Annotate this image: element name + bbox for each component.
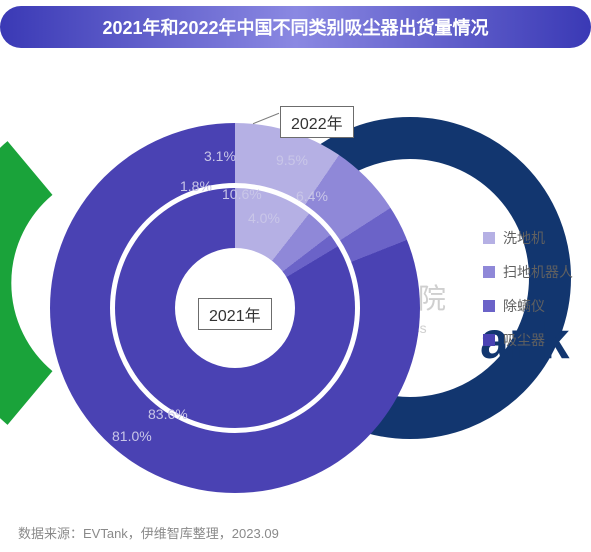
percent-label: 9.5% <box>276 152 308 168</box>
percent-label: 1.8% <box>180 178 212 194</box>
percent-label: 81.0% <box>112 428 152 444</box>
year-tag: 2021年 <box>198 298 272 330</box>
legend-item: 除螨仪 <box>483 296 573 316</box>
percent-label: 83.6% <box>148 406 188 422</box>
percent-label: 4.0% <box>248 210 280 226</box>
leader-line <box>253 113 279 124</box>
chart-title: 2021年和2022年中国不同类别吸尘器出货量情况 <box>102 14 488 40</box>
legend-item: 吸尘器 <box>483 330 573 350</box>
legend-swatch <box>483 266 495 278</box>
year-tag: 2022年 <box>280 106 354 138</box>
chart-title-bar: 2021年和2022年中国不同类别吸尘器出货量情况 <box>0 6 591 48</box>
percent-label: 6.4% <box>296 188 328 204</box>
legend-item: 洗地机 <box>483 228 573 248</box>
chart-area: 伊维经济研究院 YiWei Institute of Economics ank… <box>0 48 591 488</box>
source-text: 数据来源：EVTank，伊维智库整理，2023.09 <box>18 523 279 542</box>
legend-swatch <box>483 334 495 346</box>
percent-label: 10.6% <box>222 186 262 202</box>
legend-label: 除螨仪 <box>503 296 545 316</box>
legend-label: 洗地机 <box>503 228 545 248</box>
legend-label: 扫地机器人 <box>503 262 573 282</box>
legend-swatch <box>483 300 495 312</box>
legend-label: 吸尘器 <box>503 330 545 350</box>
percent-label: 3.1% <box>204 148 236 164</box>
legend: 洗地机扫地机器人除螨仪吸尘器 <box>483 228 573 364</box>
legend-item: 扫地机器人 <box>483 262 573 282</box>
legend-swatch <box>483 232 495 244</box>
